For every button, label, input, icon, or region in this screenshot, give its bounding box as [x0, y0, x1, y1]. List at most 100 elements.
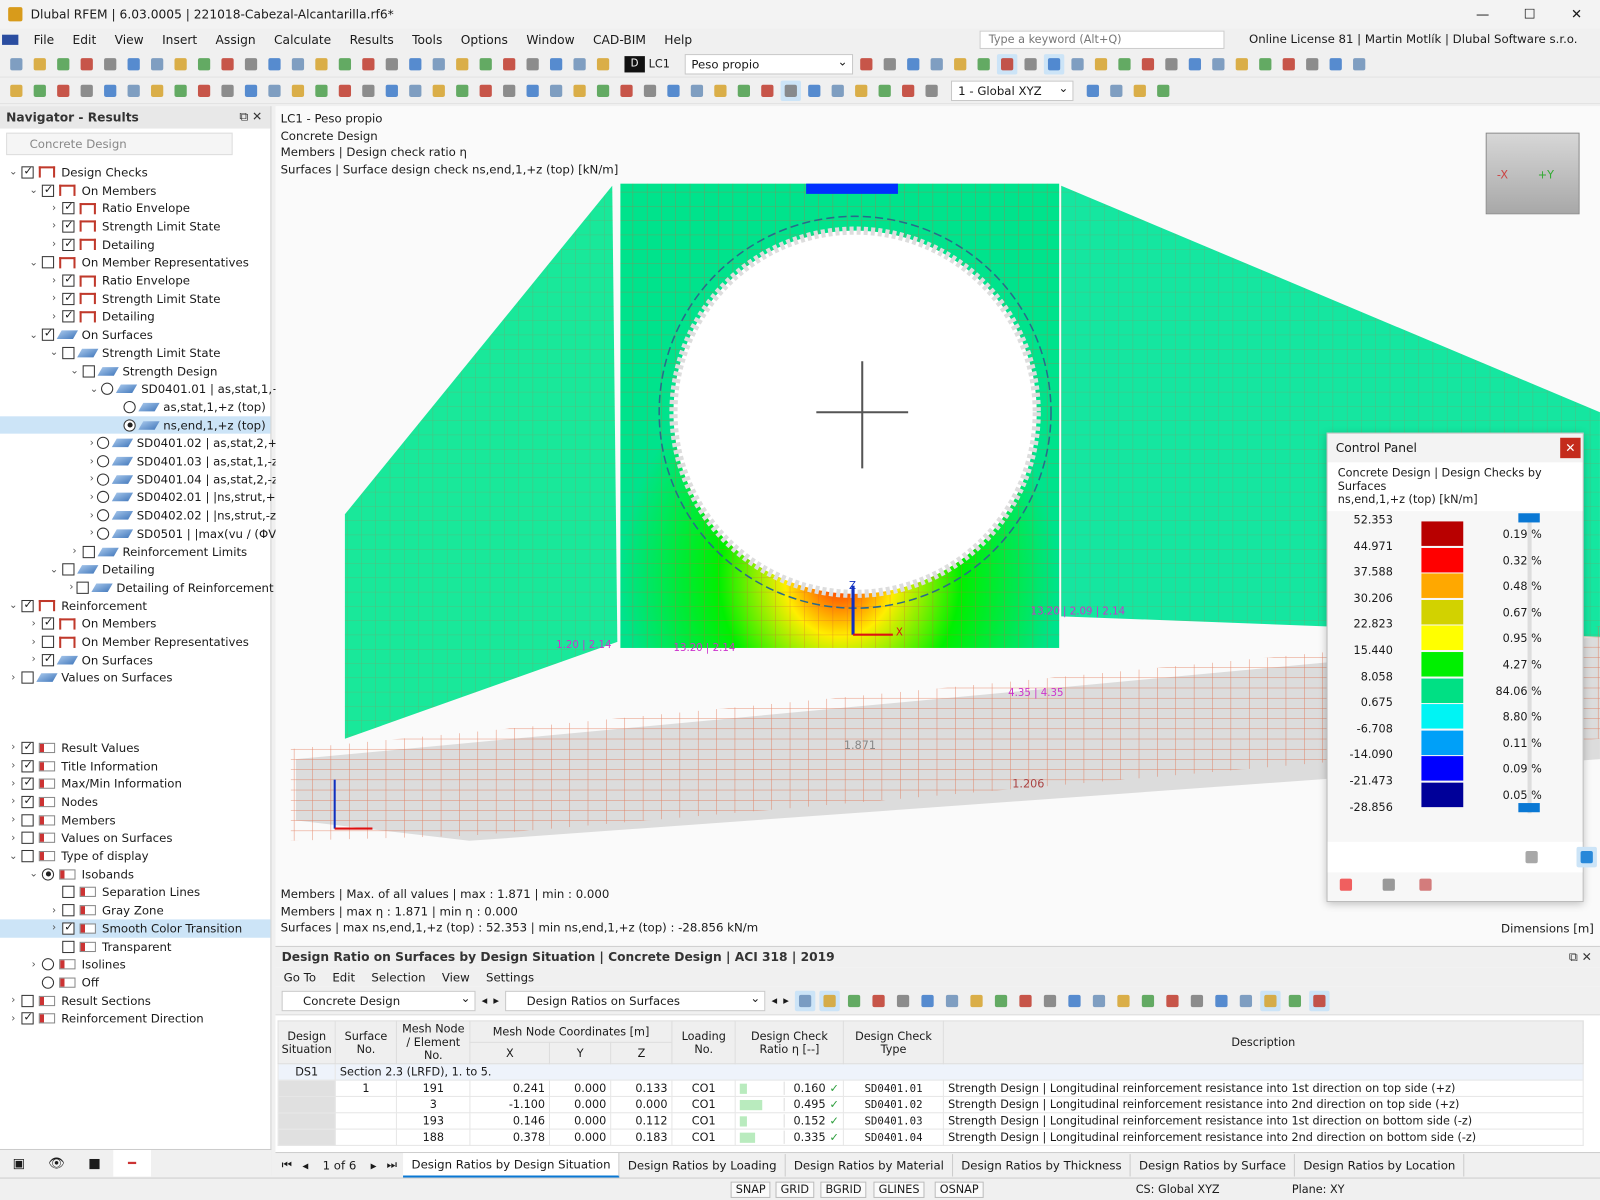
chevron-right-icon[interactable]: ›: [89, 527, 94, 540]
tree-item[interactable]: › SD0401.04 | as,stat,2,-z (bo…: [0, 470, 313, 488]
checkbox[interactable]: [21, 813, 34, 827]
chevron-right-icon[interactable]: ›: [11, 778, 16, 790]
toolbar-button-icon[interactable]: [522, 80, 542, 100]
legend-edit-icon[interactable]: [1576, 846, 1597, 868]
toolbar-button-icon[interactable]: [1114, 54, 1134, 74]
chevron-right-icon[interactable]: ›: [52, 275, 57, 287]
col-design-situation[interactable]: Design Situation: [277, 1020, 336, 1065]
checkbox[interactable]: [21, 164, 34, 179]
tree-item[interactable]: › Values on Surfaces: [0, 669, 270, 687]
maximize-button[interactable]: ☐: [1523, 6, 1536, 22]
checkbox[interactable]: [21, 994, 34, 1007]
toolbar-button-icon[interactable]: [429, 80, 449, 100]
tree-item[interactable]: Off: [0, 974, 270, 992]
table-tab[interactable]: Design Ratios by Location: [1295, 1153, 1465, 1177]
toolbar-button-icon[interactable]: [856, 54, 876, 74]
table-tab[interactable]: Design Ratios by Loading: [620, 1153, 786, 1177]
toolbar-button-icon[interactable]: [77, 80, 97, 100]
view-cube[interactable]: -X +Y: [1485, 132, 1580, 215]
tree-item[interactable]: ⌄ Detailing: [0, 561, 270, 579]
tree-item[interactable]: Transparent: [0, 937, 270, 955]
next-arrow-icon[interactable]: ▸: [783, 993, 789, 1008]
checkbox[interactable]: [21, 794, 34, 809]
radio-button[interactable]: [96, 491, 110, 504]
radio-button[interactable]: [96, 527, 110, 540]
toolbar-button-icon[interactable]: [241, 80, 261, 100]
toolbar-button-icon[interactable]: [452, 80, 472, 100]
slider-handle-top[interactable]: [1518, 513, 1540, 523]
col-description[interactable]: Description: [942, 1020, 1584, 1065]
toolbar-button-icon[interactable]: [382, 54, 402, 74]
checkbox[interactable]: [62, 940, 75, 953]
toolbar-button-icon[interactable]: [382, 80, 402, 100]
toolbar-button-icon[interactable]: [593, 80, 613, 100]
toolbar-button-icon[interactable]: [194, 80, 214, 100]
toolbar-button-icon[interactable]: [1043, 53, 1064, 74]
menu-assign[interactable]: Assign: [215, 32, 256, 47]
toolbar-button-icon[interactable]: [358, 54, 378, 74]
chevron-right-icon[interactable]: ›: [52, 202, 57, 215]
close-button[interactable]: ✕: [1570, 6, 1583, 22]
chevron-right-icon[interactable]: ›: [52, 922, 57, 935]
toolbar-button-icon[interactable]: [77, 54, 97, 74]
toolbar-button-icon[interactable]: [879, 54, 899, 74]
toolbar-button-icon[interactable]: [926, 54, 946, 74]
checkbox[interactable]: [62, 563, 75, 576]
toolbar-button-icon[interactable]: [147, 80, 167, 100]
col-z[interactable]: Z: [610, 1041, 673, 1065]
tree-item[interactable]: › Isolines: [0, 955, 270, 973]
checkbox[interactable]: [21, 776, 34, 791]
menu-window[interactable]: Window: [526, 32, 575, 47]
tree-item[interactable]: › Nodes: [0, 793, 270, 811]
chevron-right-icon[interactable]: ›: [52, 220, 57, 233]
tree-item[interactable]: › Max/Min Information: [0, 775, 270, 793]
tree-item[interactable]: › Reinforcement Direction: [0, 1010, 270, 1028]
table-tool-icon[interactable]: [1040, 990, 1060, 1010]
chevron-right-icon[interactable]: ›: [31, 618, 36, 630]
tree-item[interactable]: ⌄ On Members: [0, 181, 270, 199]
checkbox[interactable]: [21, 671, 34, 685]
toolbar-button-icon[interactable]: [335, 80, 355, 100]
toolbar-button-icon[interactable]: [1161, 54, 1181, 74]
tree-item[interactable]: › Ratio Envelope: [0, 199, 270, 217]
table-tab[interactable]: Design Ratios by Design Situation: [403, 1152, 620, 1178]
toolbar-button-icon[interactable]: [405, 54, 425, 74]
chevron-right-icon[interactable]: ›: [11, 832, 16, 844]
chevron-down-icon[interactable]: ⌄: [49, 347, 59, 359]
chevron-right-icon[interactable]: ›: [11, 672, 16, 684]
toolbar-button-icon[interactable]: [996, 53, 1017, 74]
chevron-right-icon[interactable]: ›: [11, 814, 16, 826]
search-input[interactable]: Type a keyword (Alt+Q): [979, 30, 1225, 49]
module-select[interactable]: Concrete Design: [6, 132, 233, 156]
table-tool-icon[interactable]: [1138, 990, 1158, 1010]
toolbar-button-icon[interactable]: [217, 54, 237, 74]
checkbox[interactable]: [41, 616, 55, 630]
toolbar-button-icon[interactable]: [569, 54, 589, 74]
toolbar-button-icon[interactable]: [170, 54, 190, 74]
toolbar-button-icon[interactable]: [1090, 54, 1110, 74]
checkbox[interactable]: [41, 652, 55, 667]
minimize-button[interactable]: —: [1476, 6, 1490, 22]
tree-item[interactable]: › Result Sections: [0, 992, 270, 1010]
tree-item[interactable]: ⌄ Strength Limit State: [0, 344, 270, 362]
toolbar-button-icon[interactable]: [1020, 54, 1040, 74]
chevron-down-icon[interactable]: ⌄: [49, 564, 59, 576]
checkbox[interactable]: [62, 920, 75, 935]
tree-item[interactable]: ⌄ Strength Design: [0, 362, 270, 380]
table-tool-icon[interactable]: [1064, 990, 1084, 1010]
chevron-right-icon[interactable]: ›: [11, 796, 16, 808]
tree-item[interactable]: as,stat,1,+z (top): [0, 398, 270, 416]
chevron-right-icon[interactable]: ›: [89, 509, 94, 522]
radio-button[interactable]: [101, 382, 114, 396]
toolbar-button-icon[interactable]: [30, 80, 50, 100]
toolbar-button-icon[interactable]: [1208, 54, 1228, 74]
table-tool-icon[interactable]: [1187, 990, 1207, 1010]
tree-item[interactable]: › On Members: [0, 615, 270, 633]
chevron-right-icon[interactable]: ›: [72, 545, 77, 558]
table-row[interactable]: 188 0.378 0.000 0.183 CO1 0.335 ✓ SD0401.04 Str…: [277, 1128, 1584, 1146]
toolbar-button-icon[interactable]: [874, 80, 894, 100]
tree-item[interactable]: ⌄ Design Checks: [0, 163, 270, 181]
toolbar-button-icon[interactable]: [1153, 80, 1173, 100]
toolbar-button-icon[interactable]: [100, 80, 120, 100]
radio-button[interactable]: [123, 400, 136, 414]
